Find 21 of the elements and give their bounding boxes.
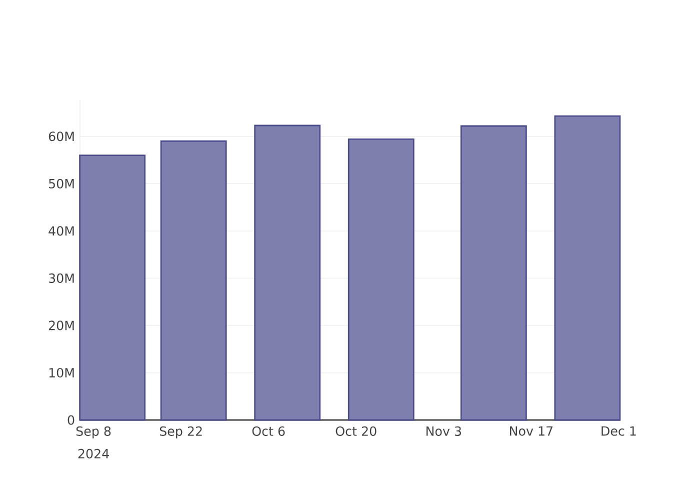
x-tick-label: Oct 6 [252, 426, 285, 436]
y-tick-label: 10M [49, 368, 74, 378]
bar [348, 138, 414, 421]
bar [554, 115, 621, 421]
y-tick-label: 30M [48, 273, 74, 283]
x-tick-label: Sep 22 [160, 426, 202, 438]
bar [160, 140, 227, 421]
x-tick-label: Oct 20 [336, 426, 376, 436]
y-tick-label: 60M [48, 132, 74, 142]
text: 2024 [78, 448, 109, 458]
y-tick-label: 50M [48, 178, 74, 188]
x-tick-label: Nov 17 [510, 426, 552, 436]
y-tick-label: 0 [68, 415, 74, 425]
bar [460, 125, 527, 421]
x-tick-label: Sep 8 [76, 426, 111, 438]
x-tick-label: Dec 1 [602, 426, 636, 436]
y-tick-label: 20M [48, 320, 74, 330]
bar [79, 154, 146, 421]
y-tick-label: 40M [48, 226, 74, 236]
bar [254, 124, 321, 421]
x-tick-label: Nov 3 [426, 426, 462, 436]
